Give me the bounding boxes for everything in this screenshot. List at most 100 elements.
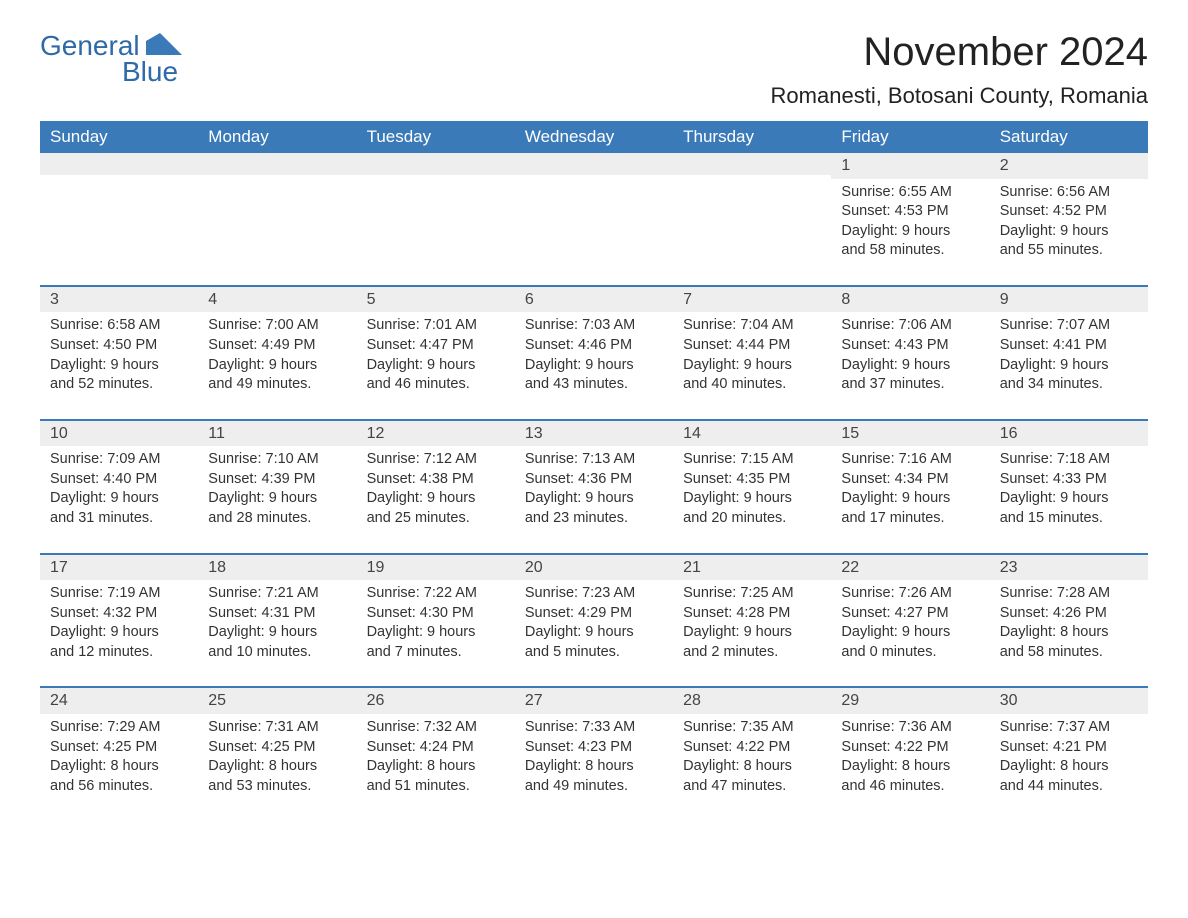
calendar-week-row: 17Sunrise: 7:19 AMSunset: 4:32 PMDayligh… [40, 553, 1148, 687]
weekday-header: Monday [198, 121, 356, 153]
daylight-line1: Daylight: 8 hours [50, 757, 188, 777]
daylight-line2: and 37 minutes. [841, 375, 979, 395]
sunset-line: Sunset: 4:41 PM [1000, 336, 1138, 356]
sunrise-line: Sunrise: 7:12 AM [367, 450, 505, 470]
sunrise-line: Sunrise: 7:23 AM [525, 584, 663, 604]
sunrise-line: Sunrise: 7:10 AM [208, 450, 346, 470]
day-content: Sunrise: 7:36 AMSunset: 4:22 PMDaylight:… [831, 716, 989, 796]
day-content: Sunrise: 7:07 AMSunset: 4:41 PMDaylight:… [990, 314, 1148, 394]
calendar-week-row: 10Sunrise: 7:09 AMSunset: 4:40 PMDayligh… [40, 419, 1148, 553]
daylight-line1: Daylight: 9 hours [208, 489, 346, 509]
daylight-line1: Daylight: 9 hours [367, 356, 505, 376]
daylight-line2: and 28 minutes. [208, 509, 346, 529]
daylight-line1: Daylight: 8 hours [683, 757, 821, 777]
day-content: Sunrise: 7:28 AMSunset: 4:26 PMDaylight:… [990, 582, 1148, 662]
calendar-week-row: 24Sunrise: 7:29 AMSunset: 4:25 PMDayligh… [40, 686, 1148, 820]
calendar-day-cell: 20Sunrise: 7:23 AMSunset: 4:29 PMDayligh… [515, 553, 673, 687]
calendar-day-cell: 3Sunrise: 6:58 AMSunset: 4:50 PMDaylight… [40, 285, 198, 419]
day-number: 17 [40, 553, 198, 581]
sunset-line: Sunset: 4:35 PM [683, 470, 821, 490]
daylight-line1: Daylight: 8 hours [208, 757, 346, 777]
daylight-line1: Daylight: 9 hours [208, 623, 346, 643]
daylight-line1: Daylight: 9 hours [1000, 356, 1138, 376]
sunrise-line: Sunrise: 7:19 AM [50, 584, 188, 604]
calendar-day-cell: 9Sunrise: 7:07 AMSunset: 4:41 PMDaylight… [990, 285, 1148, 419]
calendar-day-cell: 27Sunrise: 7:33 AMSunset: 4:23 PMDayligh… [515, 686, 673, 820]
day-number: 18 [198, 553, 356, 581]
sunset-line: Sunset: 4:38 PM [367, 470, 505, 490]
day-content: Sunrise: 7:26 AMSunset: 4:27 PMDaylight:… [831, 582, 989, 662]
daylight-line1: Daylight: 9 hours [50, 356, 188, 376]
day-content: Sunrise: 7:06 AMSunset: 4:43 PMDaylight:… [831, 314, 989, 394]
calendar-empty-cell [198, 153, 356, 285]
calendar-day-cell: 14Sunrise: 7:15 AMSunset: 4:35 PMDayligh… [673, 419, 831, 553]
sunrise-line: Sunrise: 7:06 AM [841, 316, 979, 336]
month-title: November 2024 [771, 30, 1148, 75]
sunrise-line: Sunrise: 7:15 AM [683, 450, 821, 470]
daylight-line1: Daylight: 9 hours [50, 623, 188, 643]
sunrise-line: Sunrise: 7:01 AM [367, 316, 505, 336]
calendar-day-cell: 29Sunrise: 7:36 AMSunset: 4:22 PMDayligh… [831, 686, 989, 820]
day-content: Sunrise: 7:29 AMSunset: 4:25 PMDaylight:… [40, 716, 198, 796]
sunrise-line: Sunrise: 7:31 AM [208, 718, 346, 738]
sunrise-line: Sunrise: 7:22 AM [367, 584, 505, 604]
sunset-line: Sunset: 4:29 PM [525, 604, 663, 624]
day-content: Sunrise: 7:03 AMSunset: 4:46 PMDaylight:… [515, 314, 673, 394]
sunrise-line: Sunrise: 7:03 AM [525, 316, 663, 336]
day-content: Sunrise: 7:00 AMSunset: 4:49 PMDaylight:… [198, 314, 356, 394]
calendar-day-cell: 21Sunrise: 7:25 AMSunset: 4:28 PMDayligh… [673, 553, 831, 687]
sunset-line: Sunset: 4:43 PM [841, 336, 979, 356]
daylight-line2: and 34 minutes. [1000, 375, 1138, 395]
day-content: Sunrise: 7:18 AMSunset: 4:33 PMDaylight:… [990, 448, 1148, 528]
sunrise-line: Sunrise: 7:16 AM [841, 450, 979, 470]
sunrise-line: Sunrise: 6:55 AM [841, 183, 979, 203]
day-number: 27 [515, 686, 673, 714]
day-number: 5 [357, 285, 515, 313]
sunset-line: Sunset: 4:26 PM [1000, 604, 1138, 624]
day-number: 11 [198, 419, 356, 447]
daylight-line2: and 23 minutes. [525, 509, 663, 529]
day-number: 15 [831, 419, 989, 447]
sunset-line: Sunset: 4:34 PM [841, 470, 979, 490]
day-content: Sunrise: 7:01 AMSunset: 4:47 PMDaylight:… [357, 314, 515, 394]
daylight-line2: and 20 minutes. [683, 509, 821, 529]
sunrise-line: Sunrise: 7:21 AM [208, 584, 346, 604]
sunrise-line: Sunrise: 7:04 AM [683, 316, 821, 336]
daylight-line2: and 58 minutes. [841, 241, 979, 261]
daylight-line1: Daylight: 9 hours [525, 489, 663, 509]
day-content: Sunrise: 7:33 AMSunset: 4:23 PMDaylight:… [515, 716, 673, 796]
sunset-line: Sunset: 4:23 PM [525, 738, 663, 758]
daylight-line2: and 17 minutes. [841, 509, 979, 529]
day-number: 24 [40, 686, 198, 714]
daylight-line2: and 51 minutes. [367, 777, 505, 797]
sunset-line: Sunset: 4:50 PM [50, 336, 188, 356]
sunrise-line: Sunrise: 6:58 AM [50, 316, 188, 336]
calendar-day-cell: 19Sunrise: 7:22 AMSunset: 4:30 PMDayligh… [357, 553, 515, 687]
day-number: 1 [831, 153, 989, 179]
calendar-day-cell: 2Sunrise: 6:56 AMSunset: 4:52 PMDaylight… [990, 153, 1148, 285]
calendar-day-cell: 17Sunrise: 7:19 AMSunset: 4:32 PMDayligh… [40, 553, 198, 687]
calendar-day-cell: 25Sunrise: 7:31 AMSunset: 4:25 PMDayligh… [198, 686, 356, 820]
day-content: Sunrise: 7:16 AMSunset: 4:34 PMDaylight:… [831, 448, 989, 528]
daylight-line1: Daylight: 9 hours [367, 489, 505, 509]
daylight-line2: and 43 minutes. [525, 375, 663, 395]
calendar-day-cell: 6Sunrise: 7:03 AMSunset: 4:46 PMDaylight… [515, 285, 673, 419]
daylight-line2: and 15 minutes. [1000, 509, 1138, 529]
sunrise-line: Sunrise: 7:35 AM [683, 718, 821, 738]
sunrise-line: Sunrise: 7:32 AM [367, 718, 505, 738]
sunset-line: Sunset: 4:30 PM [367, 604, 505, 624]
day-number: 21 [673, 553, 831, 581]
daylight-line1: Daylight: 8 hours [1000, 757, 1138, 777]
calendar-day-cell: 1Sunrise: 6:55 AMSunset: 4:53 PMDaylight… [831, 153, 989, 285]
sunrise-line: Sunrise: 7:29 AM [50, 718, 188, 738]
daylight-line1: Daylight: 9 hours [683, 489, 821, 509]
day-content: Sunrise: 7:15 AMSunset: 4:35 PMDaylight:… [673, 448, 831, 528]
day-content: Sunrise: 6:58 AMSunset: 4:50 PMDaylight:… [40, 314, 198, 394]
daylight-line2: and 49 minutes. [525, 777, 663, 797]
logo-triangle-icon [146, 33, 186, 57]
day-number: 23 [990, 553, 1148, 581]
calendar-day-cell: 26Sunrise: 7:32 AMSunset: 4:24 PMDayligh… [357, 686, 515, 820]
sunset-line: Sunset: 4:22 PM [841, 738, 979, 758]
weekday-header: Saturday [990, 121, 1148, 153]
daylight-line1: Daylight: 9 hours [50, 489, 188, 509]
